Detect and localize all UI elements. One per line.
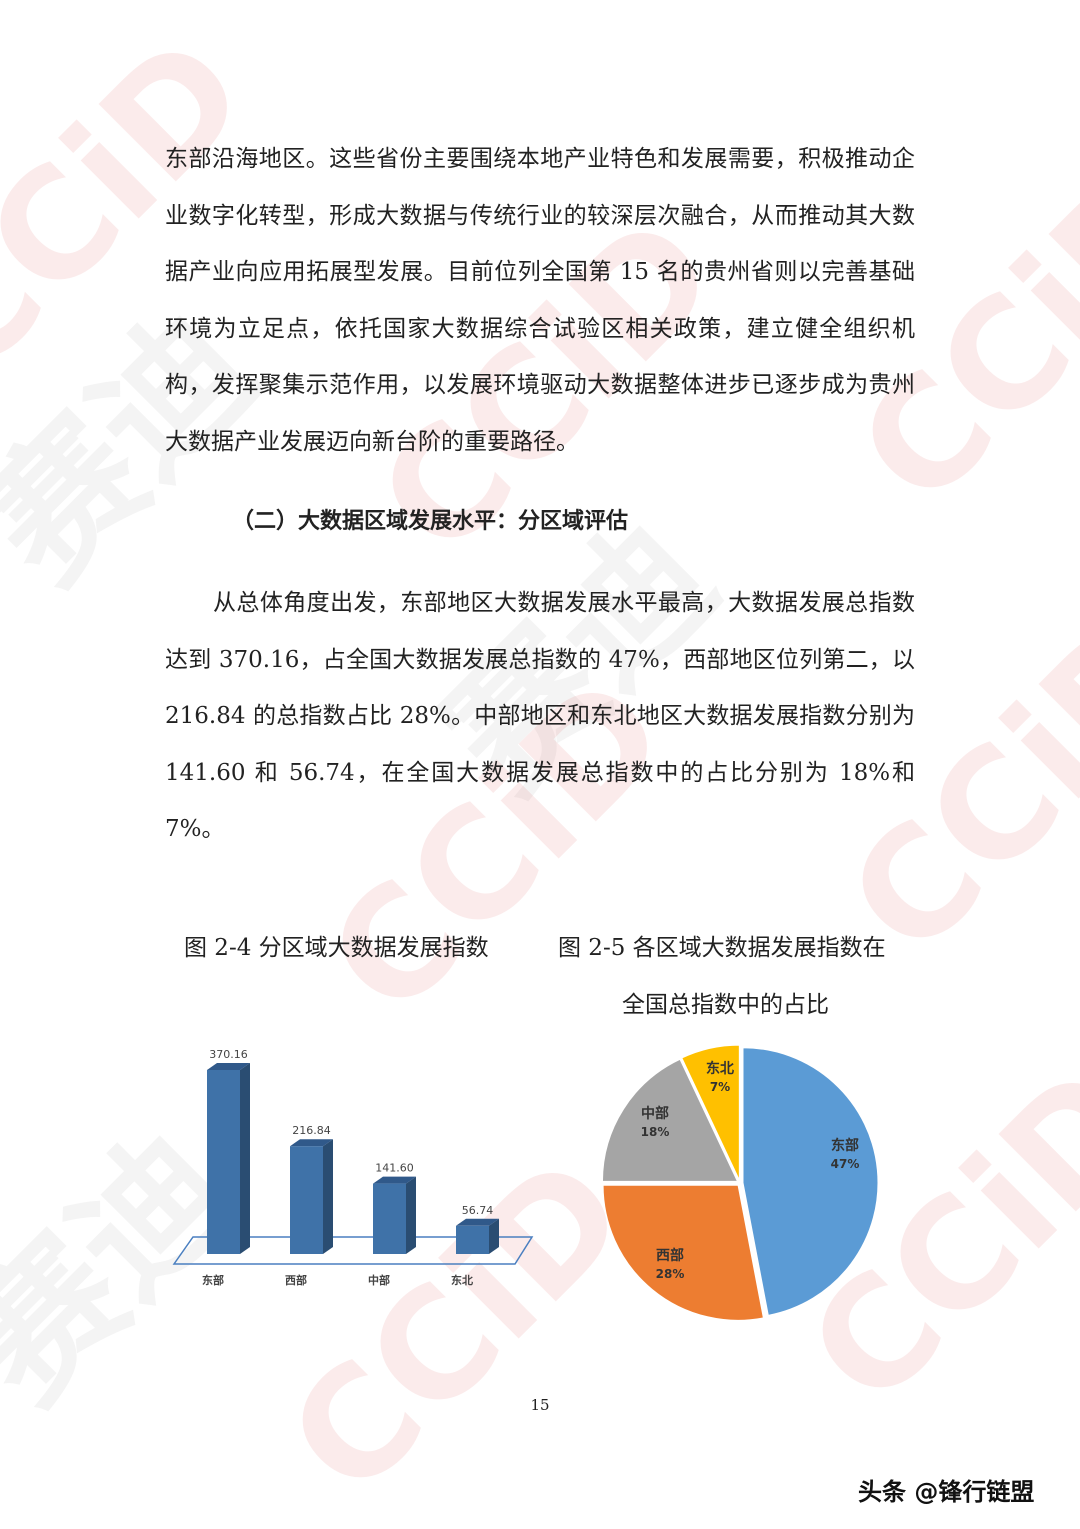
chart-floor <box>172 1236 534 1265</box>
bar-top <box>207 1063 250 1070</box>
category-label: 东部 <box>202 1273 224 1287</box>
bar-side <box>489 1218 499 1254</box>
slice-label: 东部 <box>831 1137 859 1154</box>
category-label: 东北 <box>451 1273 473 1287</box>
bar-top <box>290 1139 333 1147</box>
slice-label: 西部 <box>656 1247 684 1264</box>
body-paragraph: 东部沿海地区。这些省份主要围绕本地产业特色和发展需要，积极推动企业数字化转型，形… <box>165 146 915 455</box>
figure-caption-2-5-cont: 全国总指数中的占比 <box>622 992 829 1018</box>
pie-slice-中部 <box>601 1058 739 1182</box>
slice-percent: 28% <box>656 1267 685 1281</box>
bar-top <box>373 1176 416 1184</box>
bar-东部 <box>207 1070 240 1254</box>
bar-side <box>323 1139 333 1254</box>
slice-percent: 47% <box>831 1157 860 1171</box>
slice-percent: 7% <box>710 1080 730 1094</box>
data-label: 56.74 <box>462 1204 494 1217</box>
category-label: 西部 <box>285 1273 307 1287</box>
bar-西部 <box>290 1146 323 1254</box>
figure-caption-2-4: 图 2-4 分区域大数据发展指数 <box>184 935 489 961</box>
page-number: 15 <box>530 1396 550 1414</box>
bar-side <box>240 1063 250 1254</box>
data-label: 370.16 <box>209 1048 248 1061</box>
pie-slice-东部 <box>742 1047 879 1316</box>
bar-中部 <box>373 1183 406 1254</box>
pie-slice-西部 <box>602 1184 764 1321</box>
source-credit: 头条 @锋行链盟 <box>858 1478 1035 1506</box>
bar-top <box>456 1218 499 1226</box>
category-label: 中部 <box>368 1273 390 1287</box>
figure-caption-2-5: 图 2-5 各区域大数据发展指数在 <box>558 935 886 961</box>
pie-slice-东北 <box>681 1044 740 1181</box>
bar-东北 <box>456 1225 489 1254</box>
bar-side <box>406 1176 416 1254</box>
slice-percent: 18% <box>641 1125 670 1139</box>
data-label: 216.84 <box>292 1124 331 1137</box>
data-label: 141.60 <box>375 1162 414 1175</box>
slice-label: 中部 <box>641 1105 669 1122</box>
section-heading: （二）大数据区域发展水平：分区域评估 <box>232 509 629 534</box>
body-paragraph: 从总体角度出发，东部地区大数据发展水平最高，大数据发展总指数达到 370.16，… <box>165 590 915 842</box>
slice-label: 东北 <box>706 1060 734 1077</box>
